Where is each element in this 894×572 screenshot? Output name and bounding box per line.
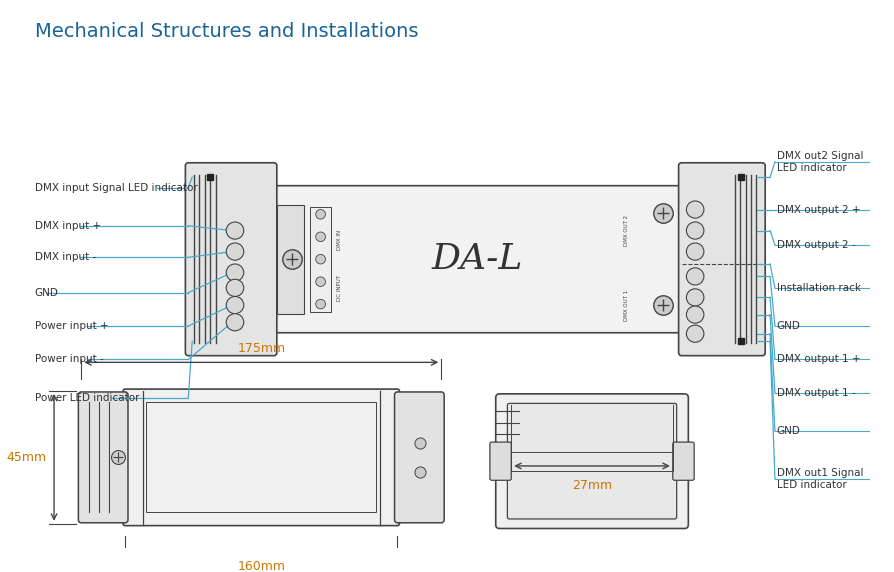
- Text: DMX out2 Signal
LED indicator: DMX out2 Signal LED indicator: [776, 151, 863, 173]
- Text: Power input +: Power input +: [35, 321, 108, 331]
- Circle shape: [226, 279, 243, 296]
- Text: DMX input -: DMX input -: [35, 252, 96, 263]
- Text: DMX out1 Signal
LED indicator: DMX out1 Signal LED indicator: [776, 468, 863, 490]
- FancyBboxPatch shape: [394, 392, 443, 523]
- Text: DMX output 1 -: DMX output 1 -: [776, 388, 855, 398]
- FancyBboxPatch shape: [79, 392, 128, 523]
- Circle shape: [316, 277, 325, 287]
- Circle shape: [316, 232, 325, 241]
- Bar: [309, 206, 331, 312]
- Text: DMX OUT 2: DMX OUT 2: [623, 215, 628, 246]
- Text: GND: GND: [776, 426, 800, 436]
- Bar: [276, 205, 304, 313]
- FancyBboxPatch shape: [507, 403, 676, 519]
- Text: DMX input Signal LED indicator: DMX input Signal LED indicator: [35, 182, 197, 193]
- FancyBboxPatch shape: [495, 394, 687, 529]
- Circle shape: [226, 264, 243, 281]
- FancyBboxPatch shape: [123, 389, 399, 526]
- Text: 27mm: 27mm: [571, 479, 611, 492]
- Circle shape: [226, 313, 243, 331]
- Bar: [147, 403, 375, 513]
- Text: DMX OUT 1: DMX OUT 1: [623, 289, 628, 321]
- Text: Mechanical Structures and Installations: Mechanical Structures and Installations: [35, 22, 417, 41]
- Circle shape: [686, 325, 703, 342]
- Circle shape: [686, 268, 703, 285]
- Text: DMX output 2 -: DMX output 2 -: [776, 240, 855, 250]
- Circle shape: [316, 209, 325, 219]
- Text: DMX output 1 +: DMX output 1 +: [776, 355, 859, 364]
- FancyBboxPatch shape: [185, 163, 276, 356]
- Text: Power input -: Power input -: [35, 355, 103, 364]
- Text: DMX IN: DMX IN: [336, 230, 342, 250]
- Circle shape: [226, 243, 243, 260]
- Text: DMX input +: DMX input +: [35, 221, 101, 231]
- Circle shape: [686, 306, 703, 323]
- Text: GND: GND: [35, 288, 58, 297]
- Circle shape: [686, 243, 703, 260]
- FancyBboxPatch shape: [678, 163, 764, 356]
- Circle shape: [686, 222, 703, 239]
- Circle shape: [686, 289, 703, 306]
- Text: 160mm: 160mm: [237, 560, 285, 572]
- FancyBboxPatch shape: [489, 442, 510, 480]
- Circle shape: [316, 255, 325, 264]
- FancyBboxPatch shape: [672, 442, 694, 480]
- Text: DC INPUT: DC INPUT: [336, 275, 342, 301]
- Circle shape: [316, 299, 325, 309]
- Circle shape: [226, 296, 243, 313]
- Text: DMX output 2 +: DMX output 2 +: [776, 205, 859, 214]
- FancyBboxPatch shape: [269, 186, 686, 333]
- Text: Power LED indicator: Power LED indicator: [35, 393, 139, 403]
- Circle shape: [686, 201, 703, 218]
- Text: 45mm: 45mm: [6, 451, 46, 464]
- Text: DA-L: DA-L: [432, 242, 523, 276]
- Text: GND: GND: [776, 321, 800, 331]
- Text: Installation rack: Installation rack: [776, 283, 860, 293]
- Circle shape: [226, 222, 243, 239]
- Text: 175mm: 175mm: [237, 341, 285, 355]
